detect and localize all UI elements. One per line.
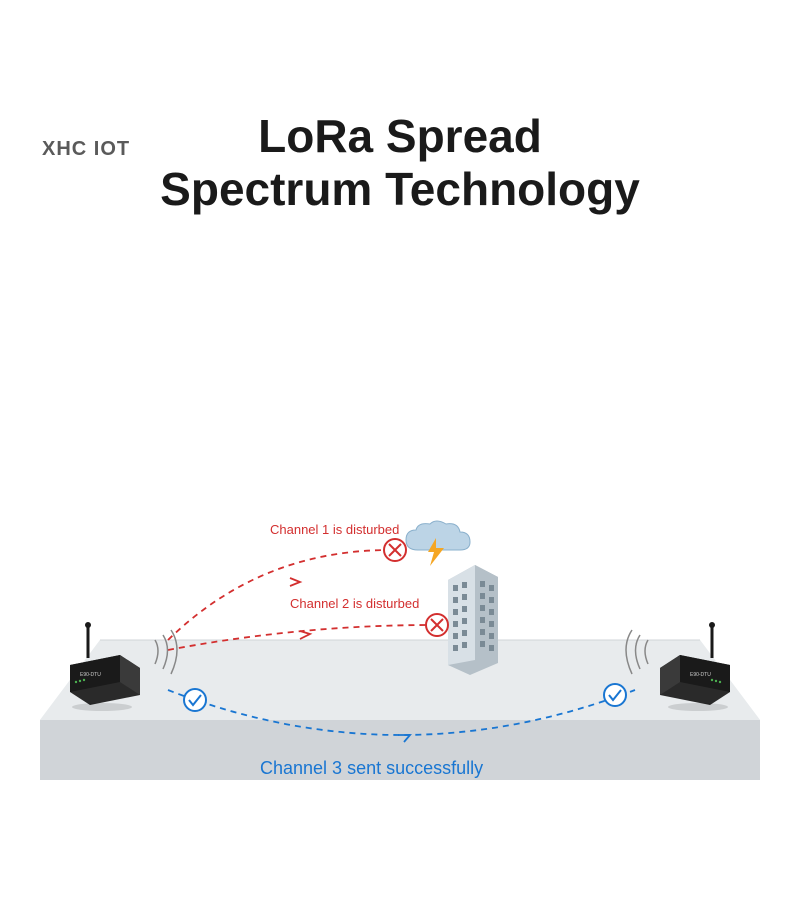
channel-1-label: Channel 1 is disturbed — [270, 522, 399, 537]
signal-arcs-right — [626, 630, 648, 674]
channel-3-check-right — [604, 684, 626, 706]
channel-3-check-left — [184, 689, 206, 711]
channel-3-label: Channel 3 sent successfully — [260, 758, 483, 779]
svg-text:E90-DTU: E90-DTU — [690, 672, 711, 678]
brand-logo: XHC IOT — [42, 138, 130, 161]
svg-text:E90-DTU: E90-DTU — [80, 672, 101, 678]
channel-2-label: Channel 2 is disturbed — [290, 596, 419, 611]
transmitter-device: E90-DTU — [60, 620, 150, 710]
channel-1-arrow — [290, 578, 300, 586]
diagram-area: Channel 1 is disturbed Channel 2 is dist… — [0, 490, 800, 850]
receiver-device: E90-DTU — [650, 620, 740, 710]
signal-arcs-left — [155, 630, 177, 674]
channel-2-arrow — [300, 631, 310, 639]
channel-2-path — [168, 625, 432, 650]
title-line-2: Spectrum Technology — [0, 163, 800, 216]
page-title: LoRa Spread Spectrum Technology — [0, 110, 800, 216]
channel-3-path — [168, 690, 635, 735]
channel-3-arrow — [398, 735, 410, 742]
